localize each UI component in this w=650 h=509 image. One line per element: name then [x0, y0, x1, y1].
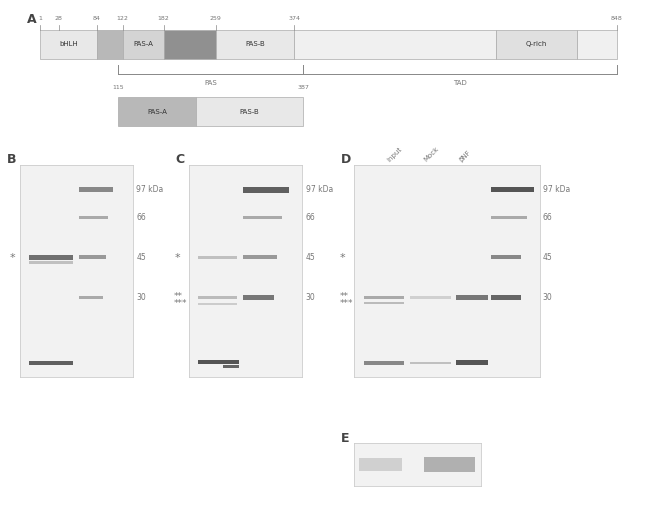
Bar	[79, 216, 108, 219]
Bar	[29, 255, 73, 260]
Bar	[294, 30, 496, 59]
Bar	[363, 296, 404, 299]
Text: 97 kDa: 97 kDa	[306, 185, 333, 194]
Text: 182: 182	[158, 16, 170, 21]
Bar	[243, 295, 274, 300]
Bar	[29, 360, 73, 365]
Bar	[198, 302, 237, 305]
Text: 122: 122	[117, 16, 129, 21]
Bar	[29, 261, 73, 264]
Text: 1: 1	[38, 16, 42, 21]
Text: B: B	[6, 153, 16, 166]
Text: bHLH: bHLH	[59, 41, 78, 47]
Bar	[491, 256, 521, 259]
Text: *: *	[340, 253, 346, 263]
Text: PAS: PAS	[204, 80, 217, 86]
Bar	[491, 187, 534, 192]
Bar	[243, 256, 278, 259]
Text: C: C	[176, 153, 185, 166]
Bar	[97, 30, 123, 59]
Text: 66: 66	[543, 213, 552, 222]
Bar	[123, 30, 164, 59]
Text: 97 kDa: 97 kDa	[543, 185, 570, 194]
Bar	[456, 360, 488, 365]
Text: 97 kDa: 97 kDa	[136, 185, 164, 194]
Bar	[79, 296, 103, 299]
Bar	[410, 362, 450, 364]
Text: *: *	[10, 253, 16, 263]
Text: 30: 30	[136, 293, 146, 302]
Text: βNF: βNF	[458, 149, 472, 163]
Text: 45: 45	[306, 253, 315, 262]
Bar	[496, 30, 577, 59]
Bar	[79, 187, 113, 192]
Bar	[196, 97, 303, 126]
Bar	[424, 457, 474, 472]
Text: ***: ***	[174, 299, 188, 307]
Text: ***: ***	[340, 299, 354, 307]
Text: 848: 848	[611, 16, 623, 21]
Text: Input: Input	[385, 146, 403, 163]
Text: A: A	[27, 13, 37, 25]
Text: 45: 45	[136, 253, 146, 262]
Text: 84: 84	[93, 16, 101, 21]
Bar	[118, 97, 196, 126]
Text: **: **	[340, 292, 349, 301]
Text: 28: 28	[55, 16, 62, 21]
Bar	[577, 30, 617, 59]
Text: Q-rich: Q-rich	[526, 41, 547, 47]
Text: 66: 66	[136, 213, 146, 222]
Text: PAS-B: PAS-B	[245, 41, 265, 47]
Bar	[40, 30, 97, 59]
Text: 387: 387	[297, 84, 309, 90]
Bar	[359, 459, 402, 470]
Bar	[491, 295, 521, 300]
Text: 45: 45	[543, 253, 552, 262]
Bar	[198, 256, 237, 259]
Bar	[222, 365, 239, 368]
Bar	[456, 295, 488, 300]
Bar	[198, 359, 239, 364]
Text: **: **	[174, 292, 183, 301]
Bar	[243, 187, 289, 193]
Bar	[164, 30, 216, 59]
Text: *: *	[174, 253, 180, 263]
Text: E: E	[341, 432, 350, 445]
Bar	[198, 296, 237, 299]
Bar	[243, 216, 281, 219]
Text: 259: 259	[210, 16, 222, 21]
Text: 66: 66	[306, 213, 315, 222]
Text: 115: 115	[112, 84, 124, 90]
Text: PAS-B: PAS-B	[240, 108, 259, 115]
Bar	[491, 216, 526, 219]
Text: PAS-A: PAS-A	[133, 41, 153, 47]
Text: PAS-A: PAS-A	[147, 108, 167, 115]
Text: TAD: TAD	[453, 80, 467, 86]
Text: Mock: Mock	[422, 146, 440, 163]
Bar	[363, 302, 404, 304]
Text: 30: 30	[543, 293, 552, 302]
Text: 374: 374	[288, 16, 300, 21]
Bar	[79, 256, 106, 259]
Text: D: D	[341, 153, 352, 166]
Text: 30: 30	[306, 293, 315, 302]
Bar	[216, 30, 294, 59]
Bar	[410, 296, 450, 298]
Bar	[363, 361, 404, 365]
